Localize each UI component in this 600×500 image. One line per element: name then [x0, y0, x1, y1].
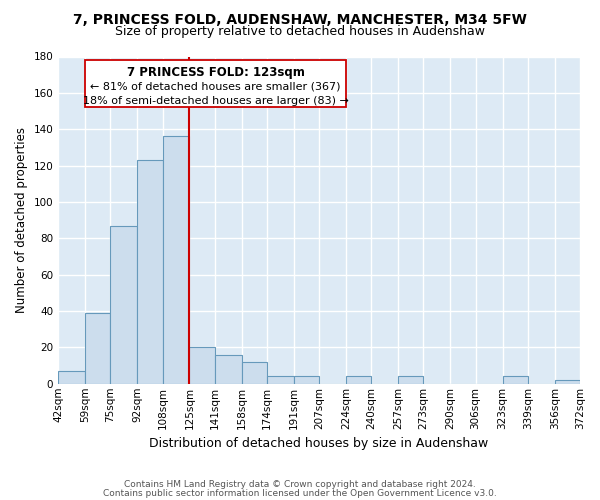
- Bar: [242, 362, 267, 384]
- Text: Contains HM Land Registry data © Crown copyright and database right 2024.: Contains HM Land Registry data © Crown c…: [124, 480, 476, 489]
- Text: ← 81% of detached houses are smaller (367): ← 81% of detached houses are smaller (36…: [90, 81, 341, 91]
- Text: 18% of semi-detached houses are larger (83) →: 18% of semi-detached houses are larger (…: [83, 96, 349, 106]
- Bar: [137, 160, 163, 384]
- Bar: [163, 136, 190, 384]
- Text: 7 PRINCESS FOLD: 123sqm: 7 PRINCESS FOLD: 123sqm: [127, 66, 304, 80]
- Bar: [267, 376, 294, 384]
- Bar: [215, 354, 242, 384]
- Bar: [110, 226, 137, 384]
- Bar: [346, 376, 371, 384]
- Text: Contains public sector information licensed under the Open Government Licence v3: Contains public sector information licen…: [103, 488, 497, 498]
- Bar: [398, 376, 424, 384]
- FancyBboxPatch shape: [85, 60, 346, 108]
- Bar: [503, 376, 528, 384]
- Bar: [294, 376, 319, 384]
- Bar: [554, 380, 580, 384]
- Bar: [58, 371, 85, 384]
- Bar: [85, 313, 110, 384]
- Text: Size of property relative to detached houses in Audenshaw: Size of property relative to detached ho…: [115, 25, 485, 38]
- Bar: [190, 348, 215, 384]
- X-axis label: Distribution of detached houses by size in Audenshaw: Distribution of detached houses by size …: [149, 437, 489, 450]
- Y-axis label: Number of detached properties: Number of detached properties: [15, 127, 28, 313]
- Text: 7, PRINCESS FOLD, AUDENSHAW, MANCHESTER, M34 5FW: 7, PRINCESS FOLD, AUDENSHAW, MANCHESTER,…: [73, 12, 527, 26]
